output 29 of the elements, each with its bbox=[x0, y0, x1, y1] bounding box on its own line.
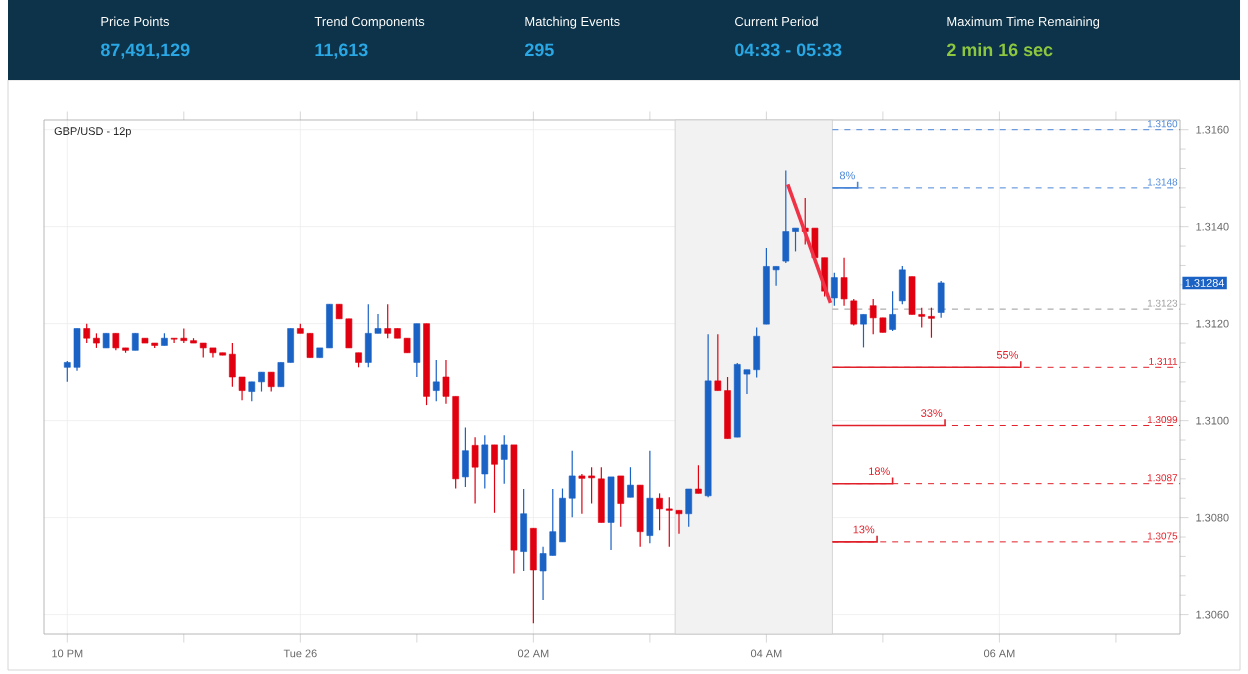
candlestick bbox=[627, 466, 634, 498]
text: 295 bbox=[525, 43, 554, 57]
candlestick bbox=[840, 257, 848, 307]
candlestick bbox=[646, 450, 654, 544]
candlestick bbox=[695, 464, 702, 494]
candlestick bbox=[481, 434, 489, 490]
candlestick bbox=[860, 313, 867, 349]
candlestick bbox=[500, 434, 508, 485]
candlestick bbox=[491, 444, 498, 514]
candlestick bbox=[937, 280, 945, 319]
text: 04:33 - 05:33 bbox=[735, 43, 842, 57]
candlestick bbox=[530, 527, 537, 624]
candlestick bbox=[413, 323, 421, 378]
candlestick bbox=[831, 272, 838, 307]
candlestick bbox=[267, 371, 275, 393]
candlestick bbox=[898, 265, 906, 305]
candlestick bbox=[889, 290, 896, 332]
candlestick bbox=[685, 488, 693, 528]
candlestick bbox=[607, 476, 615, 551]
candlestick bbox=[432, 359, 440, 402]
candlestick bbox=[850, 298, 858, 327]
text: 87,491,129 bbox=[100, 43, 190, 59]
candlestick bbox=[471, 436, 479, 505]
candlestick bbox=[520, 488, 527, 572]
candlestick bbox=[462, 426, 469, 488]
text: 2 min 16 sec bbox=[947, 42, 1053, 57]
candlestick bbox=[636, 484, 644, 548]
text: 11,613 bbox=[315, 43, 368, 59]
candlestick bbox=[617, 475, 625, 528]
